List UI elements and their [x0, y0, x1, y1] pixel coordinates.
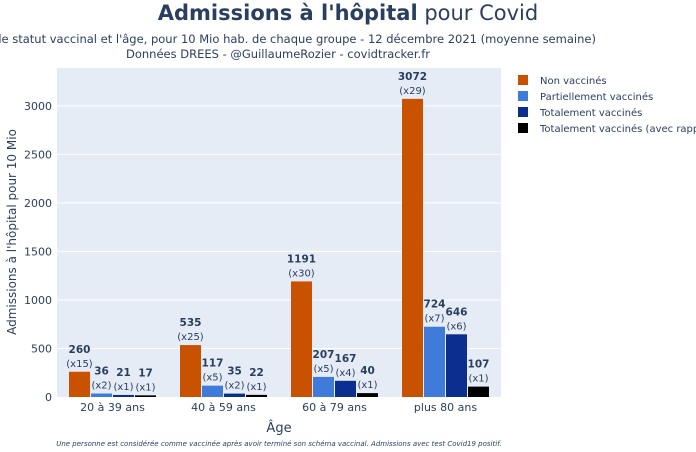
- bar-ratio-label: (x25): [177, 332, 204, 343]
- bar-value-label: 40: [360, 365, 375, 377]
- bar: [335, 380, 356, 397]
- bar-value-label: 117: [202, 358, 224, 370]
- bar-ratio-label: (x1): [357, 380, 377, 391]
- bar: [424, 326, 445, 397]
- bar-ratio-label: (x5): [313, 364, 333, 375]
- bar: [313, 376, 334, 397]
- bar-ratio-label: (x4): [335, 368, 355, 379]
- legend-entry: Partiellement vaccinés: [540, 91, 653, 103]
- bar-ratio-label: (x2): [91, 381, 111, 392]
- legend-swatch: [518, 91, 528, 101]
- bar: [135, 395, 156, 397]
- x-tick-label: plus 80 ans: [414, 401, 477, 414]
- bar-ratio-label: (x6): [446, 321, 466, 332]
- bar: [113, 394, 134, 397]
- bar-value-label: 107: [468, 359, 490, 371]
- bar-ratio-label: (x1): [468, 374, 488, 385]
- bar: [180, 345, 201, 397]
- x-axis-label: Âge: [266, 420, 291, 436]
- bar-value-label: 36: [94, 366, 109, 378]
- legend-swatch: [518, 107, 528, 117]
- bar-ratio-label: (x29): [399, 86, 426, 97]
- bar-ratio-label: (x1): [246, 382, 266, 393]
- bar: [468, 386, 489, 397]
- x-tick-label: 40 à 59 ans: [191, 401, 256, 414]
- bar-ratio-label: (x30): [288, 268, 315, 279]
- bar: [246, 394, 267, 397]
- legend-swatch: [518, 75, 528, 85]
- bar-value-label: 260: [69, 344, 91, 356]
- bar-value-label: 21: [116, 367, 131, 379]
- bar-value-label: 22: [249, 367, 264, 379]
- chart-title: Admissions à l'hôpital pour Covid: [158, 1, 538, 25]
- bar: [202, 385, 223, 397]
- bar-value-label: 1191: [287, 253, 316, 265]
- chart-subtitle-2: Données DREES - @GuillaumeRozier - covid…: [126, 47, 430, 61]
- bar-ratio-label: (x1): [135, 382, 155, 393]
- bar-value-label: 535: [180, 317, 202, 329]
- y-tick-label: 0: [45, 391, 52, 404]
- y-tick-label: 1500: [24, 245, 52, 258]
- footnote: Une personne est considérée comme vaccin…: [56, 440, 502, 448]
- legend-entry: Non vaccinés: [540, 75, 607, 87]
- chart-subtitle-1: selon le statut vaccinal et l'âge, pour …: [0, 32, 596, 46]
- legend-entry: Totalement vaccinés: [539, 107, 642, 119]
- bar-ratio-label: (x2): [224, 381, 244, 392]
- y-tick-label: 1000: [24, 294, 52, 307]
- x-tick-label: 60 à 79 ans: [302, 401, 367, 414]
- y-axis-label: Admissions à l'hôpital pour 10 Mio: [5, 129, 19, 335]
- bar-ratio-label: (x1): [113, 382, 133, 393]
- y-tick-label: 500: [31, 342, 52, 355]
- y-tick-label: 3000: [24, 100, 52, 113]
- bar: [357, 393, 378, 397]
- x-tick-label: 20 à 39 ans: [80, 401, 145, 414]
- bar-value-label: 35: [227, 366, 242, 378]
- bar-ratio-label: (x7): [424, 314, 444, 325]
- legend-swatch: [518, 123, 528, 133]
- bar-ratio-label: (x5): [202, 373, 222, 384]
- bar-value-label: 3072: [398, 71, 427, 83]
- y-tick-label: 2000: [24, 197, 52, 210]
- bar: [446, 334, 467, 397]
- bar: [69, 371, 90, 397]
- bar-value-label: 207: [313, 349, 335, 361]
- bar: [224, 393, 245, 397]
- bar-ratio-label: (x15): [66, 359, 93, 370]
- bar: [91, 393, 112, 397]
- bar: [291, 281, 312, 397]
- bar-value-label: 724: [424, 299, 446, 311]
- y-tick-label: 2500: [24, 148, 52, 161]
- bar-value-label: 167: [335, 353, 357, 365]
- legend-entry: Totalement vaccinés (avec rappel): [539, 123, 696, 135]
- bar-value-label: 646: [446, 306, 468, 318]
- bar: [402, 98, 423, 398]
- bar-value-label: 17: [138, 367, 153, 379]
